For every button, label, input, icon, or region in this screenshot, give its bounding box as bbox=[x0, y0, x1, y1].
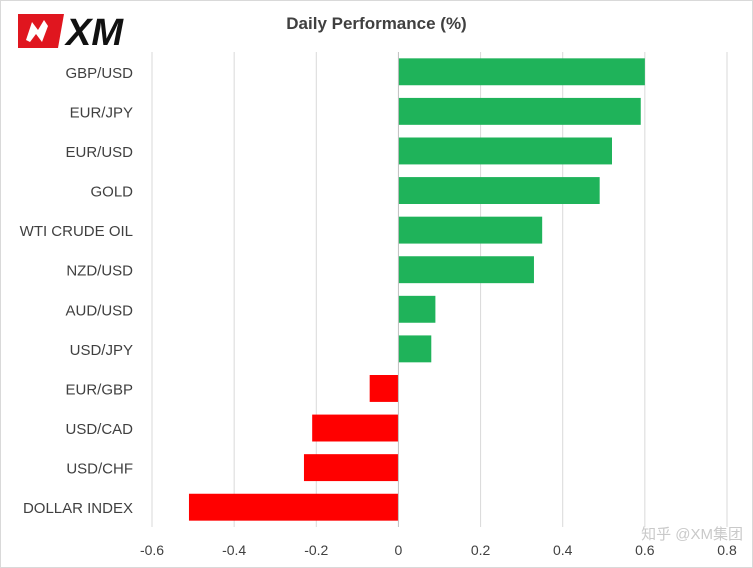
x-tick-label: -0.6 bbox=[140, 542, 164, 558]
category-label: DOLLAR INDEX bbox=[23, 500, 133, 517]
category-label: EUR/JPY bbox=[70, 104, 133, 121]
bar bbox=[398, 177, 600, 204]
watermark: 知乎 @XM集团 bbox=[641, 526, 743, 543]
x-tick-label: 0 bbox=[395, 542, 403, 558]
x-tick-label: -0.2 bbox=[304, 542, 328, 558]
x-tick-label: 0.8 bbox=[717, 542, 737, 558]
bar bbox=[303, 454, 399, 482]
category-label: NZD/USD bbox=[66, 263, 133, 280]
bar bbox=[398, 295, 436, 323]
bar bbox=[398, 256, 534, 284]
category-label: GOLD bbox=[90, 184, 133, 201]
x-tick-label: 0.6 bbox=[635, 542, 655, 558]
category-label: GBP/USD bbox=[65, 65, 133, 82]
bar bbox=[188, 493, 399, 521]
bar bbox=[369, 375, 399, 402]
chart-title: Daily Performance (%) bbox=[0, 14, 753, 34]
xm-logo: XM bbox=[18, 12, 124, 50]
category-label: EUR/GBP bbox=[65, 381, 133, 398]
x-tick-label: -0.4 bbox=[222, 542, 246, 558]
bar bbox=[398, 335, 432, 363]
bar bbox=[398, 137, 612, 165]
bar bbox=[398, 216, 543, 244]
logo-text: XM bbox=[64, 12, 124, 50]
category-label: USD/CHF bbox=[66, 461, 133, 478]
category-label: EUR/USD bbox=[65, 144, 133, 161]
category-label: WTI CRUDE OIL bbox=[20, 223, 133, 240]
chart-title-text: Daily Performance (%) bbox=[286, 14, 467, 33]
category-label: USD/JPY bbox=[70, 342, 133, 359]
bull-icon bbox=[26, 20, 48, 42]
bar bbox=[398, 58, 645, 86]
x-tick-label: 0.2 bbox=[471, 542, 491, 558]
category-label: AUD/USD bbox=[65, 302, 133, 319]
bar bbox=[312, 414, 399, 442]
bar bbox=[398, 97, 641, 125]
x-tick-label: 0.4 bbox=[553, 542, 573, 558]
category-label: USD/CAD bbox=[65, 421, 133, 438]
